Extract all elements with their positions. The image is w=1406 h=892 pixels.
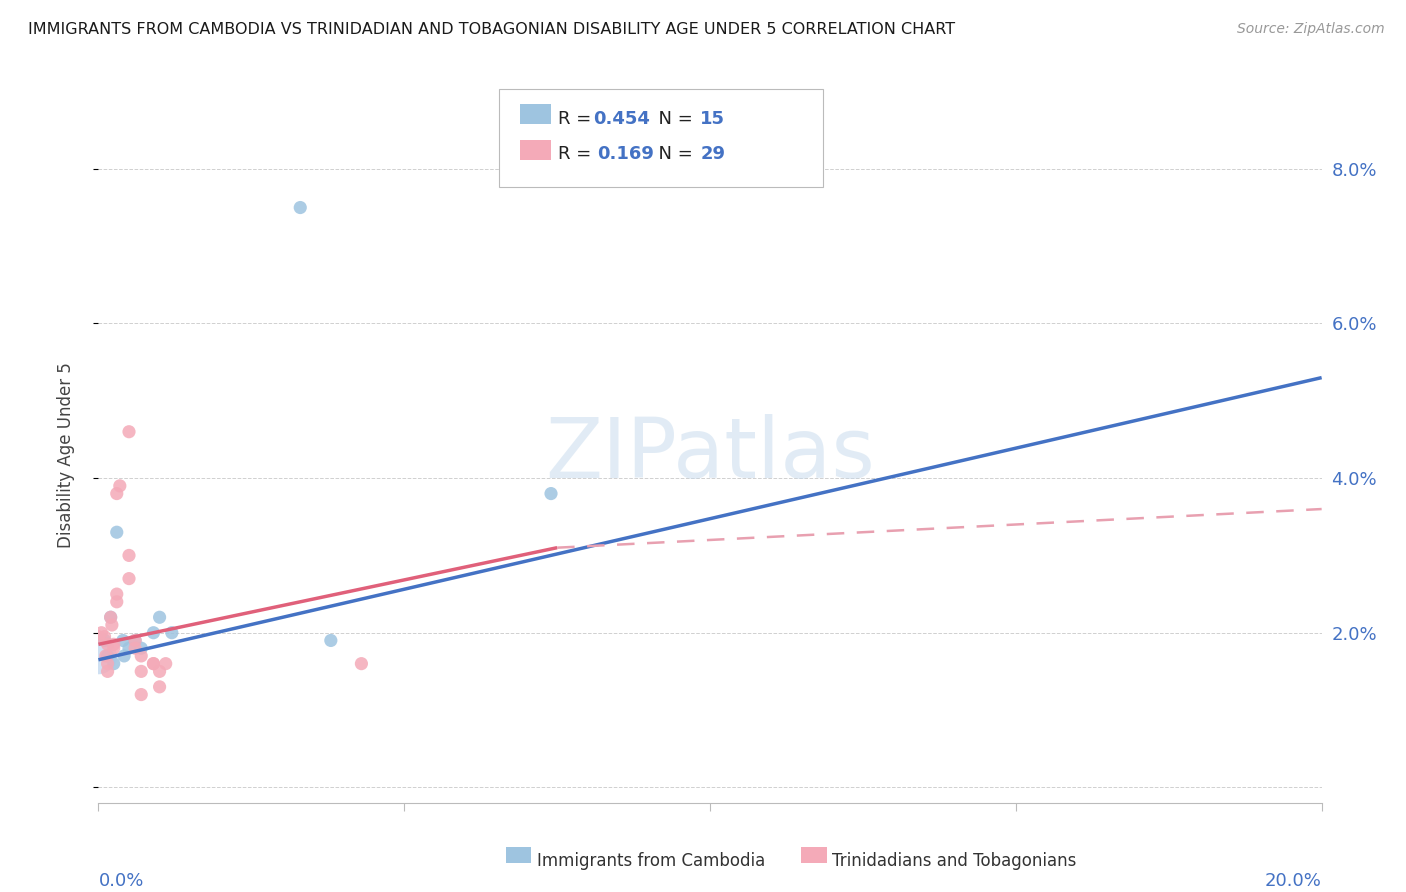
Point — [118, 425, 141, 439]
Point — [103, 637, 125, 651]
Text: IMMIGRANTS FROM CAMBODIA VS TRINIDADIAN AND TOBAGONIAN DISABILITY AGE UNDER 5 CO: IMMIGRANTS FROM CAMBODIA VS TRINIDADIAN … — [28, 22, 955, 37]
Point — [97, 648, 120, 663]
Point — [97, 637, 120, 651]
Text: ZIPatlas: ZIPatlas — [546, 415, 875, 495]
Point — [103, 641, 125, 656]
Point — [149, 680, 172, 694]
Point — [149, 665, 172, 679]
Point — [118, 572, 141, 586]
Text: R =: R = — [558, 145, 603, 163]
Point — [105, 595, 128, 609]
Text: 0.169: 0.169 — [598, 145, 654, 163]
Text: 0.454: 0.454 — [593, 110, 650, 128]
Point — [290, 201, 312, 215]
Point — [118, 641, 141, 656]
Point — [94, 648, 117, 663]
Text: 29: 29 — [700, 145, 725, 163]
Point — [118, 549, 141, 563]
Text: Trinidadians and Tobagonians: Trinidadians and Tobagonians — [832, 852, 1077, 870]
Point — [97, 665, 120, 679]
Text: 15: 15 — [700, 110, 725, 128]
Point — [124, 641, 146, 656]
Text: N =: N = — [647, 145, 699, 163]
Point — [100, 610, 122, 624]
Point — [105, 525, 128, 540]
Text: 0.0%: 0.0% — [98, 872, 143, 890]
Text: Immigrants from Cambodia: Immigrants from Cambodia — [537, 852, 765, 870]
Point — [87, 630, 110, 644]
Point — [129, 648, 152, 663]
Point — [149, 610, 172, 624]
Point — [540, 486, 562, 500]
Point — [129, 688, 152, 702]
Point — [124, 633, 146, 648]
Point — [100, 610, 122, 624]
Point — [111, 633, 134, 648]
Point — [97, 657, 120, 671]
Point — [142, 625, 165, 640]
Point — [105, 486, 128, 500]
Point — [101, 618, 124, 632]
Text: 20.0%: 20.0% — [1265, 872, 1322, 890]
Point — [93, 630, 115, 644]
Point — [350, 657, 373, 671]
Point — [124, 633, 146, 648]
Point — [319, 633, 342, 648]
Point — [155, 657, 177, 671]
Text: R =: R = — [558, 110, 598, 128]
Y-axis label: Disability Age Under 5: Disability Age Under 5 — [56, 362, 75, 548]
Point — [87, 648, 110, 663]
Point — [142, 657, 165, 671]
Point — [142, 657, 165, 671]
Point — [129, 641, 152, 656]
Point — [160, 625, 183, 640]
Point — [108, 479, 131, 493]
Point — [93, 633, 115, 648]
Point — [105, 587, 128, 601]
Point — [112, 648, 135, 663]
Text: N =: N = — [647, 110, 699, 128]
Point — [129, 665, 152, 679]
Text: Source: ZipAtlas.com: Source: ZipAtlas.com — [1237, 22, 1385, 37]
Point — [103, 657, 125, 671]
Point — [90, 625, 112, 640]
